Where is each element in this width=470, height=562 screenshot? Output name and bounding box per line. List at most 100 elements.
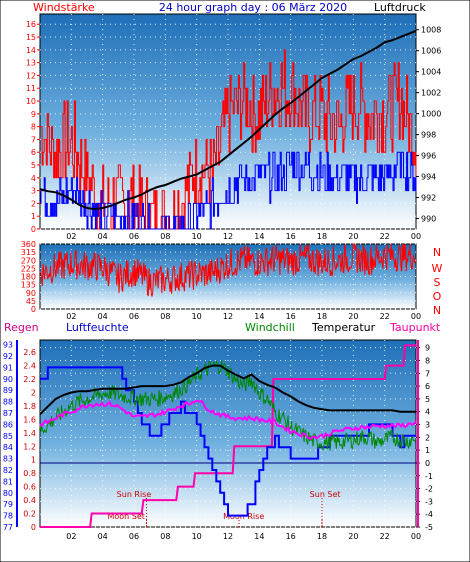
x-tick-label: 00 <box>411 232 421 241</box>
temp-y-tick: 8 <box>425 356 430 365</box>
pressure-y-tick: 996 <box>421 152 436 161</box>
humidity-y-tick: 86 <box>3 420 13 429</box>
x-tick-label: 14 <box>254 232 264 241</box>
x-tick-label: 12 <box>223 312 233 321</box>
rain-y-tick: 1.6 <box>23 415 36 424</box>
x-tick-label: 02 <box>66 232 76 241</box>
wind-y-tick: 11 <box>26 84 36 93</box>
x-tick-label: 00 <box>411 312 421 321</box>
compass-w: W <box>432 262 443 275</box>
x-tick-label: 10 <box>192 232 202 241</box>
temp-y-tick: -4 <box>425 510 433 519</box>
rain-y-tick: 1.4 <box>23 429 36 438</box>
temp-y-tick: 4 <box>425 408 430 417</box>
windchill-label: Windchill <box>245 321 295 334</box>
pressure-title: Luftdruck <box>374 1 426 14</box>
wind-series <box>39 29 417 230</box>
x-tick-label: 06 <box>129 312 139 321</box>
direction-y-tick: 180 <box>21 273 36 282</box>
direction-y-tick: 315 <box>21 248 36 257</box>
wind-y-tick: 0 <box>31 225 36 234</box>
pressure-line <box>39 29 417 211</box>
rain-label: Regen <box>4 321 39 334</box>
windchill-line <box>39 360 417 452</box>
x-tick-label: 08 <box>160 312 170 321</box>
temp-y-tick: 5 <box>425 395 430 404</box>
temp-y-tick: 9 <box>425 344 430 353</box>
humidity-y-tick: 80 <box>3 489 13 498</box>
wind-title: Windstärke <box>33 1 95 14</box>
wind-y-tick: 12 <box>26 71 36 80</box>
temp-y-tick: -3 <box>425 497 433 506</box>
humidity-y-tick: 93 <box>3 341 13 350</box>
humidity-y-tick: 92 <box>3 352 13 361</box>
direction-y-tick: 45 <box>26 297 36 306</box>
pressure-y-tick: 994 <box>421 173 436 182</box>
direction-series <box>39 243 417 297</box>
rain-y-tick: 0.4 <box>23 496 36 505</box>
wind-y-tick: 13 <box>26 59 36 68</box>
direction-y-tick: 90 <box>26 289 36 298</box>
x-tick-label: 20 <box>348 312 358 321</box>
temp-y-tick: -1 <box>425 472 433 481</box>
rain-line <box>40 344 416 528</box>
x-tick-label: 18 <box>317 312 327 321</box>
wind-y-tick: 9 <box>31 110 36 119</box>
moon-set-label: Moon Set <box>107 512 144 521</box>
x-tick-label: 12 <box>223 532 233 541</box>
x-tick-label: 16 <box>286 532 296 541</box>
x-tick-label: 08 <box>160 232 170 241</box>
humidity-y-tick: 78 <box>3 512 13 521</box>
wind-y-tick: 6 <box>31 148 36 157</box>
wind-gust-line <box>40 49 417 230</box>
x-tick-label: 14 <box>254 312 264 321</box>
temperature-line <box>39 364 416 416</box>
humidity-y-tick: 90 <box>3 375 13 384</box>
x-tick-label: 04 <box>98 532 108 541</box>
direction-y-tick: 0 <box>31 305 36 314</box>
direction-y-tick: 135 <box>21 281 36 290</box>
x-tick-label: 04 <box>98 232 108 241</box>
wind-y-tick: 10 <box>26 97 36 106</box>
wind-y-tick: 5 <box>31 161 36 170</box>
rain-y-tick: 2.4 <box>23 362 36 371</box>
x-tick-label: 20 <box>348 532 358 541</box>
temp-y-tick: 3 <box>425 421 430 430</box>
wind-grid <box>40 14 416 230</box>
rain-y-tick: 1.8 <box>23 402 36 411</box>
wind-y-tick: 4 <box>31 174 36 183</box>
x-tick-label: 22 <box>380 232 390 241</box>
x-tick-label: 14 <box>254 532 264 541</box>
wind-panel <box>39 13 417 230</box>
rain-y-tick: 0.6 <box>23 483 36 492</box>
x-tick-label: 06 <box>129 532 139 541</box>
humidity-y-tick: 82 <box>3 466 13 475</box>
wind-avg-line <box>40 151 417 230</box>
pressure-y-tick: 1008 <box>421 26 441 35</box>
temperature-label: Temperatur <box>311 321 376 334</box>
direction-y-tick: 225 <box>21 264 36 273</box>
rain-y-tick: 0.2 <box>23 510 36 519</box>
x-tick-label: 12 <box>223 232 233 241</box>
direction-y-tick: 360 <box>21 240 36 249</box>
temp-y-tick: 6 <box>425 382 430 391</box>
x-tick-label: 10 <box>192 312 202 321</box>
humidity-y-tick: 81 <box>3 477 13 486</box>
humidity-y-tick: 83 <box>3 455 13 464</box>
wind-y-tick: 14 <box>26 46 36 55</box>
temp-y-tick: 1 <box>425 446 430 455</box>
pressure-y-tick: 998 <box>421 131 436 140</box>
compass-n2: N <box>433 304 441 317</box>
climate-grid <box>40 340 416 528</box>
direction-line <box>39 243 417 297</box>
pressure-y-tick: 992 <box>421 194 436 203</box>
humidity-y-tick: 85 <box>3 432 13 441</box>
wind-y-tick: 3 <box>31 187 36 196</box>
pressure-y-tick: 990 <box>421 215 436 224</box>
compass-s: S <box>434 276 441 289</box>
temp-y-tick: 2 <box>425 433 430 442</box>
rain-y-tick: 2.2 <box>23 375 36 384</box>
